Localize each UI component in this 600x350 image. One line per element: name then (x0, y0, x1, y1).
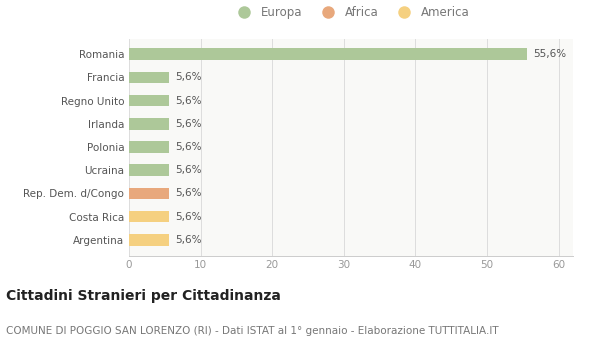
Bar (129, 188, 169, 199)
Text: 5,6%: 5,6% (175, 72, 202, 82)
Bar (129, 95, 169, 106)
Text: 5,6%: 5,6% (175, 212, 202, 222)
Text: 5,6%: 5,6% (175, 119, 202, 129)
Bar (129, 71, 169, 83)
Text: 55,6%: 55,6% (533, 49, 566, 59)
Bar (129, 48, 527, 60)
Text: Cittadini Stranieri per Cittadinanza: Cittadini Stranieri per Cittadinanza (6, 289, 281, 303)
Text: 5,6%: 5,6% (175, 142, 202, 152)
Bar (129, 234, 169, 246)
Bar (129, 164, 169, 176)
Bar (129, 141, 169, 153)
Text: COMUNE DI POGGIO SAN LORENZO (RI) - Dati ISTAT al 1° gennaio - Elaborazione TUTT: COMUNE DI POGGIO SAN LORENZO (RI) - Dati… (6, 326, 499, 336)
Text: 5,6%: 5,6% (175, 96, 202, 106)
Text: 5,6%: 5,6% (175, 188, 202, 198)
Bar (129, 211, 169, 223)
Text: 5,6%: 5,6% (175, 235, 202, 245)
Bar (129, 118, 169, 130)
Legend: Europa, Africa, America: Europa, Africa, America (227, 1, 475, 24)
Text: 5,6%: 5,6% (175, 165, 202, 175)
